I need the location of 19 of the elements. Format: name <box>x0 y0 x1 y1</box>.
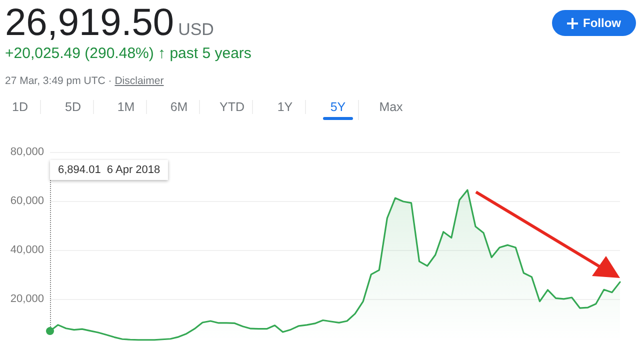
text: 1D <box>0 100 41 114</box>
text: 5D <box>53 100 94 114</box>
annotation: 6,894.01 6 Apr 2018 <box>50 160 168 180</box>
text: Max <box>378 100 404 114</box>
chart-subtitle: +20,025.49 (290.48%) ↑ past 5 years <box>5 45 252 62</box>
text: 1Y <box>265 100 306 114</box>
y-tick-label: 80,000 <box>10 146 44 158</box>
y-tick-label: 40,000 <box>10 244 44 256</box>
y-tick-label: 20,000 <box>10 292 44 305</box>
text: YTD <box>212 100 253 114</box>
text: 6M <box>159 100 200 114</box>
text: Disclaimer <box>114 75 164 87</box>
text: 27 Mar, 3:49 pm UTC · <box>5 75 112 87</box>
text: 5Y <box>318 100 359 120</box>
y-tick-label: 60,000 <box>10 194 44 207</box>
text: 1M <box>106 100 147 114</box>
chart-title: 26,919.50 <box>5 2 174 44</box>
text: Follow <box>552 10 636 36</box>
text: USD <box>178 20 214 39</box>
